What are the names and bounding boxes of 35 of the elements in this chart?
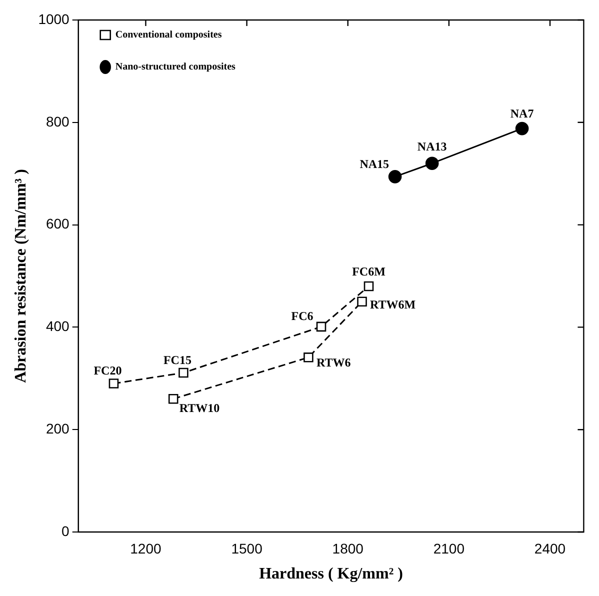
x-tick-label: 1500 <box>231 540 263 556</box>
point <box>108 378 119 388</box>
annotation: FC6M <box>352 264 386 278</box>
annotation: FC15 <box>163 352 192 367</box>
point <box>425 156 439 170</box>
x-tick-label: 2400 <box>534 540 566 556</box>
y-tick-label: 200 <box>46 420 70 436</box>
annotation: FC6 <box>291 308 314 323</box>
y-tick-label: 1000 <box>38 10 70 27</box>
y-tick-label: 400 <box>46 318 70 334</box>
x-tick-label: 1200 <box>130 540 162 556</box>
point <box>178 368 188 378</box>
point <box>357 296 367 306</box>
legend-label: Conventional composites <box>115 30 222 41</box>
x-tick-label: 1800 <box>332 540 364 556</box>
point <box>304 352 314 362</box>
legend-label: Nano-structured composites <box>115 62 236 73</box>
x-tick-label: 2100 <box>433 540 465 556</box>
annotation: NA13 <box>417 139 447 154</box>
point <box>515 122 529 136</box>
annotation: RTW10 <box>179 400 220 415</box>
point <box>364 281 374 292</box>
x-axis-title: Hardness ( Kg/mm² ) <box>259 566 403 583</box>
y-axis-title: Abrasion resistance (Nm/mm³ ) <box>12 169 30 383</box>
annotation: NA15 <box>360 156 390 171</box>
point <box>168 394 178 404</box>
y-tick-label: 800 <box>46 113 70 130</box>
y-tick-label: 0 <box>62 522 70 539</box>
annotation: RTW6M <box>370 298 416 312</box>
point <box>388 170 402 184</box>
annotation: RTW6 <box>316 356 351 370</box>
y-tick-label: 600 <box>46 216 70 232</box>
annotation: FC20 <box>94 364 122 378</box>
annotation: NA7 <box>510 106 534 121</box>
point <box>316 322 326 332</box>
